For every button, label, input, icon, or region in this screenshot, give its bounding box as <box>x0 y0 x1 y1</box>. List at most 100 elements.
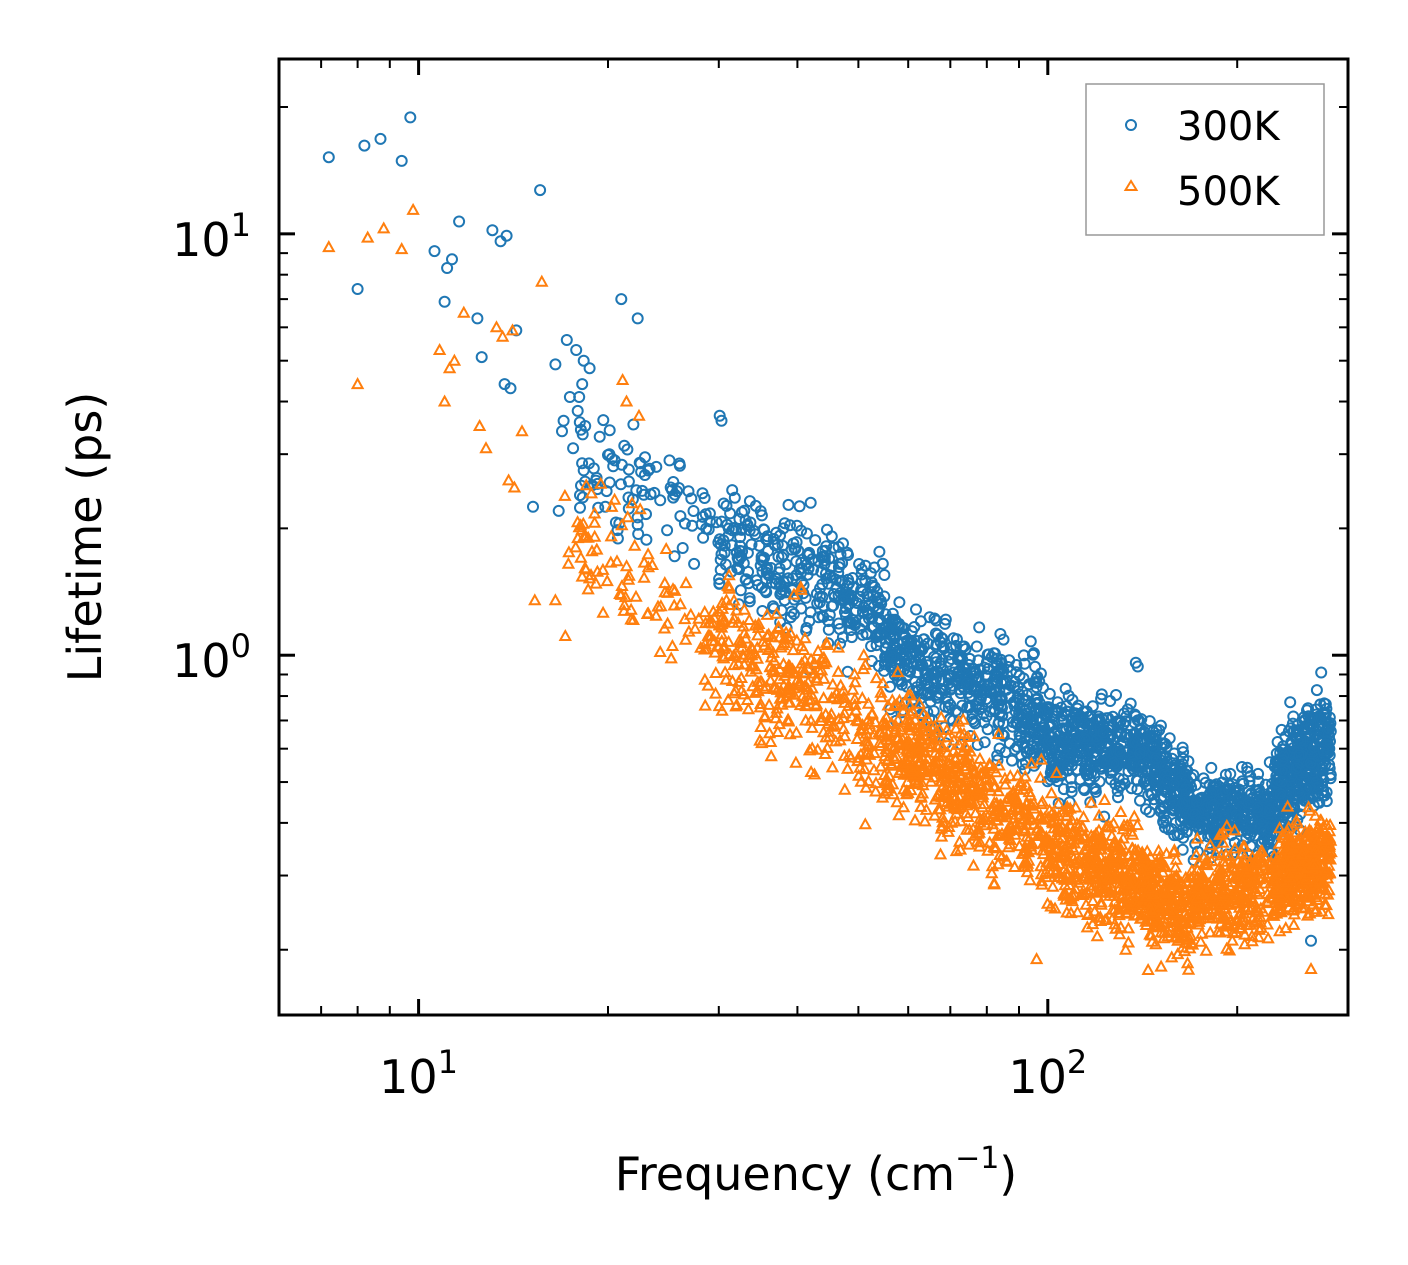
data-point-300k <box>556 425 568 438</box>
data-point-500k <box>1203 925 1217 938</box>
data-point-500k <box>1076 810 1091 823</box>
data-point-500k <box>596 605 610 618</box>
data-point-500k <box>858 734 873 747</box>
data-point-500k <box>850 731 864 744</box>
data-point-300k <box>654 494 667 507</box>
data-point-500k <box>1284 858 1298 871</box>
data-point-300k <box>930 640 943 653</box>
data-point-300k <box>1043 717 1056 730</box>
data-point-300k <box>570 344 583 356</box>
data-point-500k <box>938 789 952 802</box>
data-point-300k <box>1207 798 1220 811</box>
data-point-300k <box>1048 728 1061 741</box>
data-point-500k <box>1238 937 1252 950</box>
data-point-500k <box>610 554 624 567</box>
data-point-500k <box>1282 820 1296 833</box>
data-point-500k <box>1097 792 1112 805</box>
data-point-300k <box>351 283 364 295</box>
data-point-500k <box>855 691 869 704</box>
data-point-500k <box>905 764 920 777</box>
data-point-500k <box>1232 907 1246 920</box>
data-point-300k <box>1176 797 1189 810</box>
data-point-500k <box>579 478 593 491</box>
data-point-500k <box>377 221 391 234</box>
data-point-300k <box>982 648 995 661</box>
data-point-500k <box>859 780 873 793</box>
data-point-500k <box>933 802 947 815</box>
data-point-500k <box>1161 893 1175 906</box>
data-point-500k <box>981 843 995 856</box>
data-point-500k <box>1033 828 1047 841</box>
data-point-500k <box>712 618 726 631</box>
data-point-500k <box>1272 821 1287 834</box>
data-point-500k <box>754 696 768 709</box>
data-point-300k <box>997 633 1010 646</box>
data-point-500k <box>688 621 702 634</box>
data-point-300k <box>614 478 627 491</box>
data-point-500k <box>457 305 471 318</box>
data-point-300k <box>739 573 752 586</box>
data-point-300k <box>871 628 884 641</box>
data-point-500k <box>577 529 591 542</box>
data-point-300k <box>1317 744 1330 757</box>
data-point-500k <box>809 697 824 710</box>
data-point-500k <box>931 762 945 775</box>
data-point-500k <box>1024 756 1039 769</box>
data-point-500k <box>786 643 800 656</box>
data-point-300k <box>743 495 756 508</box>
data-point-500k <box>902 767 916 780</box>
data-point-500k <box>816 691 831 704</box>
data-point-300k <box>1098 810 1111 823</box>
data-point-500k <box>948 797 962 810</box>
data-point-300k <box>1110 689 1122 701</box>
data-point-500k <box>789 755 803 768</box>
data-point-300k <box>639 451 651 464</box>
data-point-300k <box>788 608 800 620</box>
data-point-500k <box>1169 852 1183 865</box>
data-point-500k <box>717 651 731 664</box>
data-point-500k <box>1003 769 1017 782</box>
data-point-500k <box>637 555 651 568</box>
data-point-300k <box>1284 696 1297 709</box>
data-point-300k <box>574 501 586 514</box>
data-point-300k <box>627 418 640 431</box>
data-point-500k <box>660 616 675 629</box>
data-point-500k <box>1144 902 1158 915</box>
data-point-500k <box>1215 911 1230 924</box>
data-point-500k <box>884 758 899 771</box>
data-point-500k <box>721 692 735 705</box>
data-point-500k <box>1048 901 1062 914</box>
data-point-500k <box>1149 937 1163 950</box>
data-point-500k <box>968 806 983 819</box>
data-point-300k <box>719 558 732 571</box>
data-point-500k <box>1312 845 1326 858</box>
data-point-300k <box>728 522 741 534</box>
data-point-300k <box>622 463 635 476</box>
data-point-500k <box>1190 831 1204 844</box>
data-point-500k <box>705 633 719 646</box>
data-point-500k <box>742 612 756 625</box>
data-point-300k <box>1120 710 1133 723</box>
data-point-300k <box>993 684 1006 697</box>
data-point-500k <box>1084 795 1098 808</box>
data-point-300k <box>1142 767 1155 780</box>
data-point-300k <box>1017 715 1030 728</box>
data-point-300k <box>1043 687 1056 700</box>
data-point-500k <box>1135 848 1150 861</box>
data-point-300k <box>890 653 903 666</box>
data-point-500k <box>958 793 973 806</box>
data-point-500k <box>944 796 959 809</box>
data-point-300k <box>1088 751 1101 764</box>
data-point-500k <box>722 568 736 581</box>
data-point-500k <box>721 634 736 647</box>
data-point-300k <box>1150 752 1162 765</box>
data-point-500k <box>1271 882 1285 895</box>
data-point-500k <box>322 240 336 253</box>
data-point-300k <box>1287 710 1300 723</box>
data-point-300k <box>1005 665 1017 678</box>
data-point-500k <box>712 604 726 617</box>
data-point-300k <box>1059 682 1072 695</box>
data-point-300k <box>1067 742 1080 755</box>
data-point-500k <box>587 506 602 519</box>
data-point-500k <box>914 799 928 812</box>
